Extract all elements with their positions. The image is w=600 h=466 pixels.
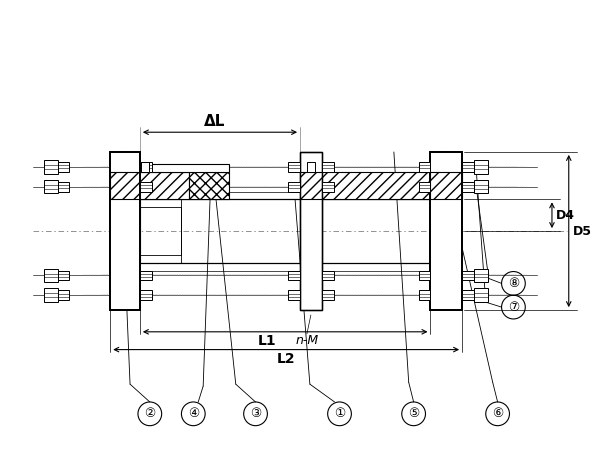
Bar <box>140 199 430 263</box>
Bar <box>419 182 430 192</box>
Text: L1: L1 <box>258 334 277 348</box>
Text: ⑥: ⑥ <box>492 407 503 420</box>
Bar <box>190 172 229 199</box>
Bar <box>462 271 474 281</box>
Bar <box>110 152 140 310</box>
Text: ⑧: ⑧ <box>508 277 519 290</box>
Bar <box>322 162 334 172</box>
Bar <box>430 172 462 199</box>
Bar <box>474 180 488 193</box>
Bar <box>419 162 430 172</box>
Text: n-M: n-M <box>295 334 319 347</box>
Bar <box>307 162 315 172</box>
Bar <box>110 172 190 199</box>
Bar <box>322 271 334 281</box>
Text: ①: ① <box>334 407 345 420</box>
Bar <box>430 152 462 310</box>
Bar <box>300 199 322 263</box>
Bar <box>462 182 474 192</box>
Bar <box>322 172 430 199</box>
Bar <box>141 162 149 172</box>
Bar <box>288 162 300 172</box>
Bar <box>140 182 152 192</box>
Bar <box>58 182 69 192</box>
Bar <box>44 268 58 282</box>
Bar <box>44 160 58 174</box>
Bar <box>288 182 300 192</box>
Text: ④: ④ <box>188 407 199 420</box>
Bar <box>44 180 58 193</box>
Bar <box>474 288 488 302</box>
Bar <box>322 182 334 192</box>
Bar <box>58 162 69 172</box>
Bar <box>462 162 474 172</box>
Bar <box>462 290 474 300</box>
Text: D5: D5 <box>573 225 592 238</box>
Text: ΔL: ΔL <box>205 114 226 129</box>
Text: ②: ② <box>144 407 155 420</box>
Bar <box>110 172 140 199</box>
Bar <box>419 290 430 300</box>
Bar <box>300 172 322 199</box>
Bar <box>474 268 488 282</box>
Bar <box>58 271 69 281</box>
Bar <box>288 290 300 300</box>
Bar <box>110 152 140 310</box>
Bar <box>322 290 334 300</box>
Bar <box>140 290 152 300</box>
Bar <box>44 288 58 302</box>
Bar <box>140 271 152 281</box>
Text: ⑦: ⑦ <box>508 301 519 314</box>
Bar <box>140 164 229 172</box>
Bar <box>300 152 322 310</box>
Bar <box>430 152 462 310</box>
Bar <box>58 290 69 300</box>
Text: ③: ③ <box>250 407 261 420</box>
Bar <box>300 152 322 310</box>
Text: ⑤: ⑤ <box>408 407 419 420</box>
Bar <box>419 271 430 281</box>
Bar <box>140 162 152 172</box>
Bar <box>474 160 488 174</box>
Bar <box>288 271 300 281</box>
Text: D4: D4 <box>556 209 575 222</box>
Text: L2: L2 <box>277 351 295 365</box>
